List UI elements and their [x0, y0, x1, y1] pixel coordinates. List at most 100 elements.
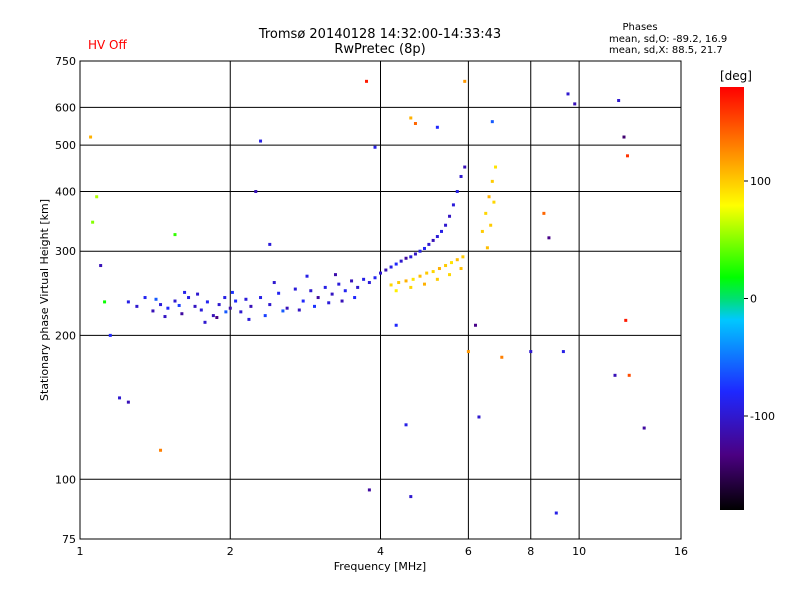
phases-x: mean, sd,X: 88.5, 21.7 — [609, 45, 723, 56]
data-point — [394, 323, 398, 327]
data-point — [422, 282, 426, 286]
data-point — [309, 289, 313, 293]
data-point — [108, 333, 112, 337]
data-point — [404, 279, 408, 283]
x-tick-label: 1 — [77, 545, 84, 558]
x-tick-label: 6 — [465, 545, 472, 558]
y-tick-label: 600 — [55, 101, 76, 114]
data-point — [126, 400, 130, 404]
data-point — [293, 287, 297, 291]
data-point — [394, 289, 398, 293]
data-point — [254, 189, 258, 193]
data-point — [180, 312, 184, 316]
data-point — [399, 259, 403, 263]
data-point — [622, 135, 626, 139]
data-point — [103, 300, 107, 304]
data-point — [234, 299, 238, 303]
y-tick-label: 200 — [55, 329, 76, 342]
data-point — [126, 300, 130, 304]
data-point — [211, 314, 215, 318]
colorbar-ticks: 100 0 -100 — [744, 175, 775, 423]
data-point — [409, 255, 413, 259]
data-point — [389, 283, 393, 287]
phases-title: Phases — [622, 22, 658, 33]
data-point — [224, 310, 228, 314]
data-point — [459, 174, 463, 178]
data-point — [461, 255, 465, 259]
data-point — [268, 242, 272, 246]
data-point — [404, 256, 408, 260]
data-point — [394, 262, 398, 266]
data-point — [409, 495, 413, 499]
x-tick-label: 16 — [674, 545, 688, 558]
data-point — [490, 179, 494, 183]
data-point — [118, 396, 122, 400]
colorbar — [720, 87, 744, 510]
data-point — [247, 317, 251, 321]
data-point — [566, 92, 570, 96]
data-point — [135, 304, 139, 308]
data-point — [154, 297, 158, 301]
data-point — [268, 303, 272, 307]
data-point — [249, 304, 253, 308]
data-point — [316, 296, 320, 300]
data-point — [337, 282, 341, 286]
data-point — [196, 292, 200, 296]
data-point — [159, 303, 163, 307]
hv-status: HV Off — [88, 38, 127, 52]
colorbar-tick-label: 100 — [750, 175, 771, 188]
data-point — [285, 306, 289, 310]
data-point — [435, 125, 439, 129]
data-point — [379, 271, 382, 275]
title-line-1: Tromsø 20140128 14:32:00-14:33:43 — [258, 27, 502, 42]
data-point — [91, 220, 95, 224]
y-tick-label: 500 — [55, 139, 76, 152]
data-point — [199, 308, 203, 312]
data-point — [343, 289, 347, 293]
data-point — [373, 276, 377, 280]
data-point — [239, 310, 243, 314]
y-tick-label: 100 — [55, 473, 76, 486]
data-point — [435, 277, 439, 281]
colorbar-unit: [deg] — [720, 69, 752, 83]
data-point — [281, 309, 285, 313]
data-point — [449, 261, 453, 265]
data-point — [89, 135, 93, 139]
data-point — [404, 423, 408, 427]
data-point — [463, 79, 467, 83]
data-point — [485, 246, 489, 250]
data-point — [448, 273, 452, 277]
data-point — [277, 291, 281, 295]
data-point — [177, 303, 181, 307]
data-point — [431, 238, 435, 242]
data-point — [542, 211, 546, 215]
data-point — [215, 315, 219, 319]
x-axis-ticks: 1 2 4 6 8 10 16 — [77, 545, 689, 558]
data-point — [547, 236, 551, 240]
data-point — [365, 79, 369, 83]
data-point — [625, 154, 629, 158]
data-point — [323, 285, 327, 289]
grid — [80, 61, 681, 539]
data-point — [272, 281, 276, 285]
data-point — [340, 299, 344, 303]
data-point — [183, 290, 187, 294]
data-point — [413, 122, 417, 126]
data-point — [477, 415, 481, 419]
x-axis-label: Frequency [MHz] — [334, 560, 426, 573]
data-point — [627, 373, 631, 377]
data-point — [159, 448, 163, 452]
data-point — [444, 223, 448, 227]
data-point — [489, 223, 493, 227]
data-point — [367, 281, 371, 285]
data-point — [437, 267, 441, 271]
data-point — [312, 304, 316, 308]
data-point — [418, 274, 422, 278]
data-point — [330, 292, 334, 296]
data-point — [425, 271, 429, 275]
data-point — [205, 300, 209, 304]
data-point — [373, 145, 377, 149]
data-point — [173, 233, 177, 237]
data-point — [624, 318, 628, 322]
data-point — [230, 290, 234, 294]
